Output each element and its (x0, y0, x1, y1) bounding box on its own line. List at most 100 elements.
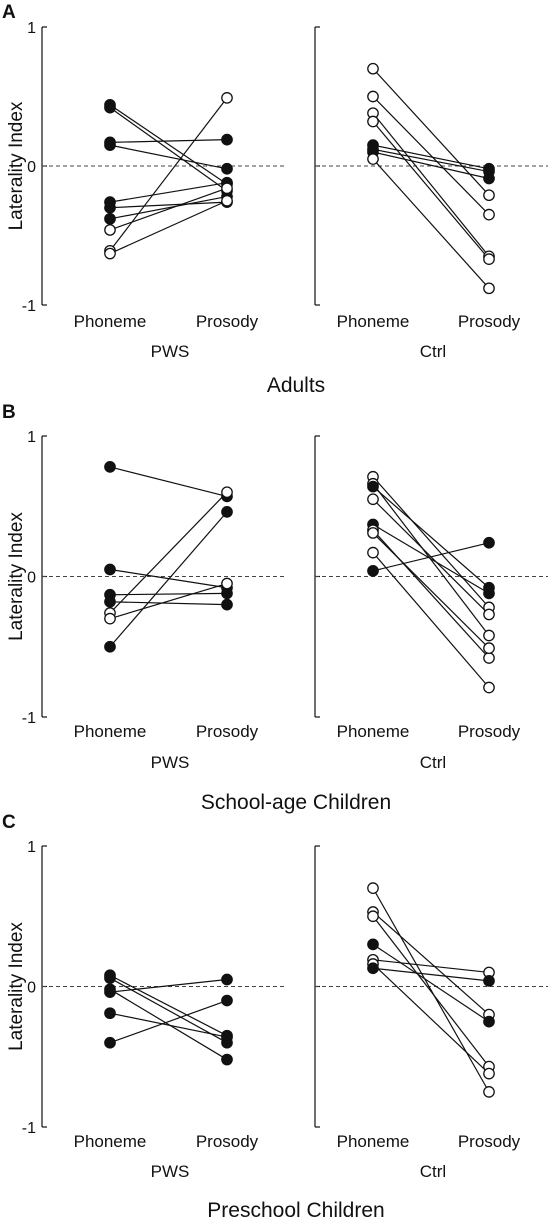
subject-line (109, 466, 228, 497)
subject-line (372, 529, 490, 659)
subject-line (372, 552, 490, 688)
phoneme-point (104, 640, 116, 653)
y-tick-label: 0 (27, 980, 36, 997)
y-tick-label: -1 (22, 298, 36, 315)
panel-letter: B (2, 402, 16, 423)
subject-line (372, 476, 490, 608)
phoneme-point (367, 938, 379, 951)
group-pws: 1 0 -1 Phoneme Prosody PWS (22, 429, 287, 772)
phoneme-point (104, 139, 116, 151)
prosody-point (221, 577, 233, 590)
prosody-point (221, 973, 233, 986)
phoneme-point (367, 62, 379, 75)
subject-line (109, 104, 228, 185)
subject-line (109, 201, 228, 209)
prosody-point (483, 208, 495, 221)
y-tick-label: 1 (27, 429, 36, 446)
subject-line (372, 532, 490, 649)
subject-line (109, 195, 228, 220)
subject-line (109, 511, 228, 648)
prosody-point (483, 1067, 495, 1080)
prosody-point (483, 652, 495, 664)
subject-line (372, 911, 490, 1016)
group-ctrl: Phoneme Prosody Ctrl (314, 26, 548, 361)
panel-title: Preschool Children (207, 1199, 384, 1222)
x-category-label: Prosody (196, 312, 259, 331)
phoneme-point (104, 595, 116, 608)
subject-line (109, 592, 228, 596)
prosody-point (483, 642, 495, 655)
subject-line (372, 112, 490, 257)
phoneme-point (104, 247, 116, 260)
prosody-point (221, 162, 233, 175)
phoneme-point (367, 115, 379, 128)
x-category-label: Prosody (196, 1132, 259, 1151)
phoneme-point (367, 90, 379, 103)
prosody-point (483, 536, 495, 549)
phoneme-point (104, 461, 116, 473)
prosody-point (483, 975, 495, 987)
subject-line (109, 138, 228, 143)
x-category-label: Prosody (196, 722, 259, 741)
subject-line (372, 151, 490, 180)
phoneme-point (367, 493, 379, 506)
prosody-point (221, 194, 233, 207)
group-pws: 1 0 -1 Phoneme Prosody PWS (22, 839, 287, 1181)
group-pws: 1 0 -1 Phoneme Prosody PWS (22, 20, 287, 361)
prosody-point (483, 172, 495, 185)
y-tick-label: 1 (27, 839, 36, 856)
phoneme-point (367, 565, 379, 577)
subject-line (109, 144, 228, 170)
subject-line (372, 967, 490, 982)
prosody-point (221, 1031, 233, 1043)
x-category-label: Phoneme (337, 1132, 410, 1151)
subject-line (372, 943, 490, 1023)
panel-letter: A (2, 2, 16, 23)
subject-line (109, 182, 228, 203)
y-axis-label: Laterality Index (6, 922, 27, 1051)
prosody-point (221, 92, 233, 104)
prosody-point (483, 253, 495, 265)
prosody-point (483, 681, 495, 694)
x-category-label: Phoneme (74, 722, 147, 741)
subject-line (372, 963, 490, 1075)
prosody-point (221, 994, 233, 1007)
subject-line (372, 96, 490, 216)
y-tick-label: -1 (22, 1120, 36, 1137)
x-category-label: Prosody (458, 722, 521, 741)
x-category-label: Prosody (458, 1132, 521, 1151)
prosody-point (221, 587, 233, 600)
subject-line (372, 158, 490, 289)
subject-line (109, 107, 228, 192)
subject-line (109, 491, 228, 614)
y-tick-label: 1 (27, 20, 36, 37)
prosody-point (221, 486, 233, 499)
group-label: PWS (151, 342, 190, 361)
y-tick-label: 0 (27, 159, 36, 176)
x-category-label: Phoneme (337, 722, 410, 741)
x-category-label: Prosody (458, 312, 521, 331)
panel-letter: C (2, 812, 16, 833)
x-category-label: Phoneme (74, 312, 147, 331)
subject-line (372, 148, 490, 173)
subject-line (109, 974, 228, 1037)
subject-line (109, 200, 228, 255)
subject-line (372, 959, 490, 974)
prosody-point (221, 1053, 233, 1066)
prosody-point (483, 629, 495, 642)
panel-title: Adults (267, 374, 325, 397)
subject-line (372, 68, 490, 196)
phoneme-point (367, 527, 379, 539)
phoneme-point (104, 563, 116, 576)
phoneme-point (104, 224, 116, 236)
x-category-label: Phoneme (337, 312, 410, 331)
phoneme-point (104, 1036, 116, 1049)
prosody-point (483, 189, 495, 202)
subject-line (372, 523, 490, 594)
phoneme-point (104, 1007, 116, 1020)
subject-line (109, 999, 228, 1044)
group-label: Ctrl (420, 342, 446, 361)
